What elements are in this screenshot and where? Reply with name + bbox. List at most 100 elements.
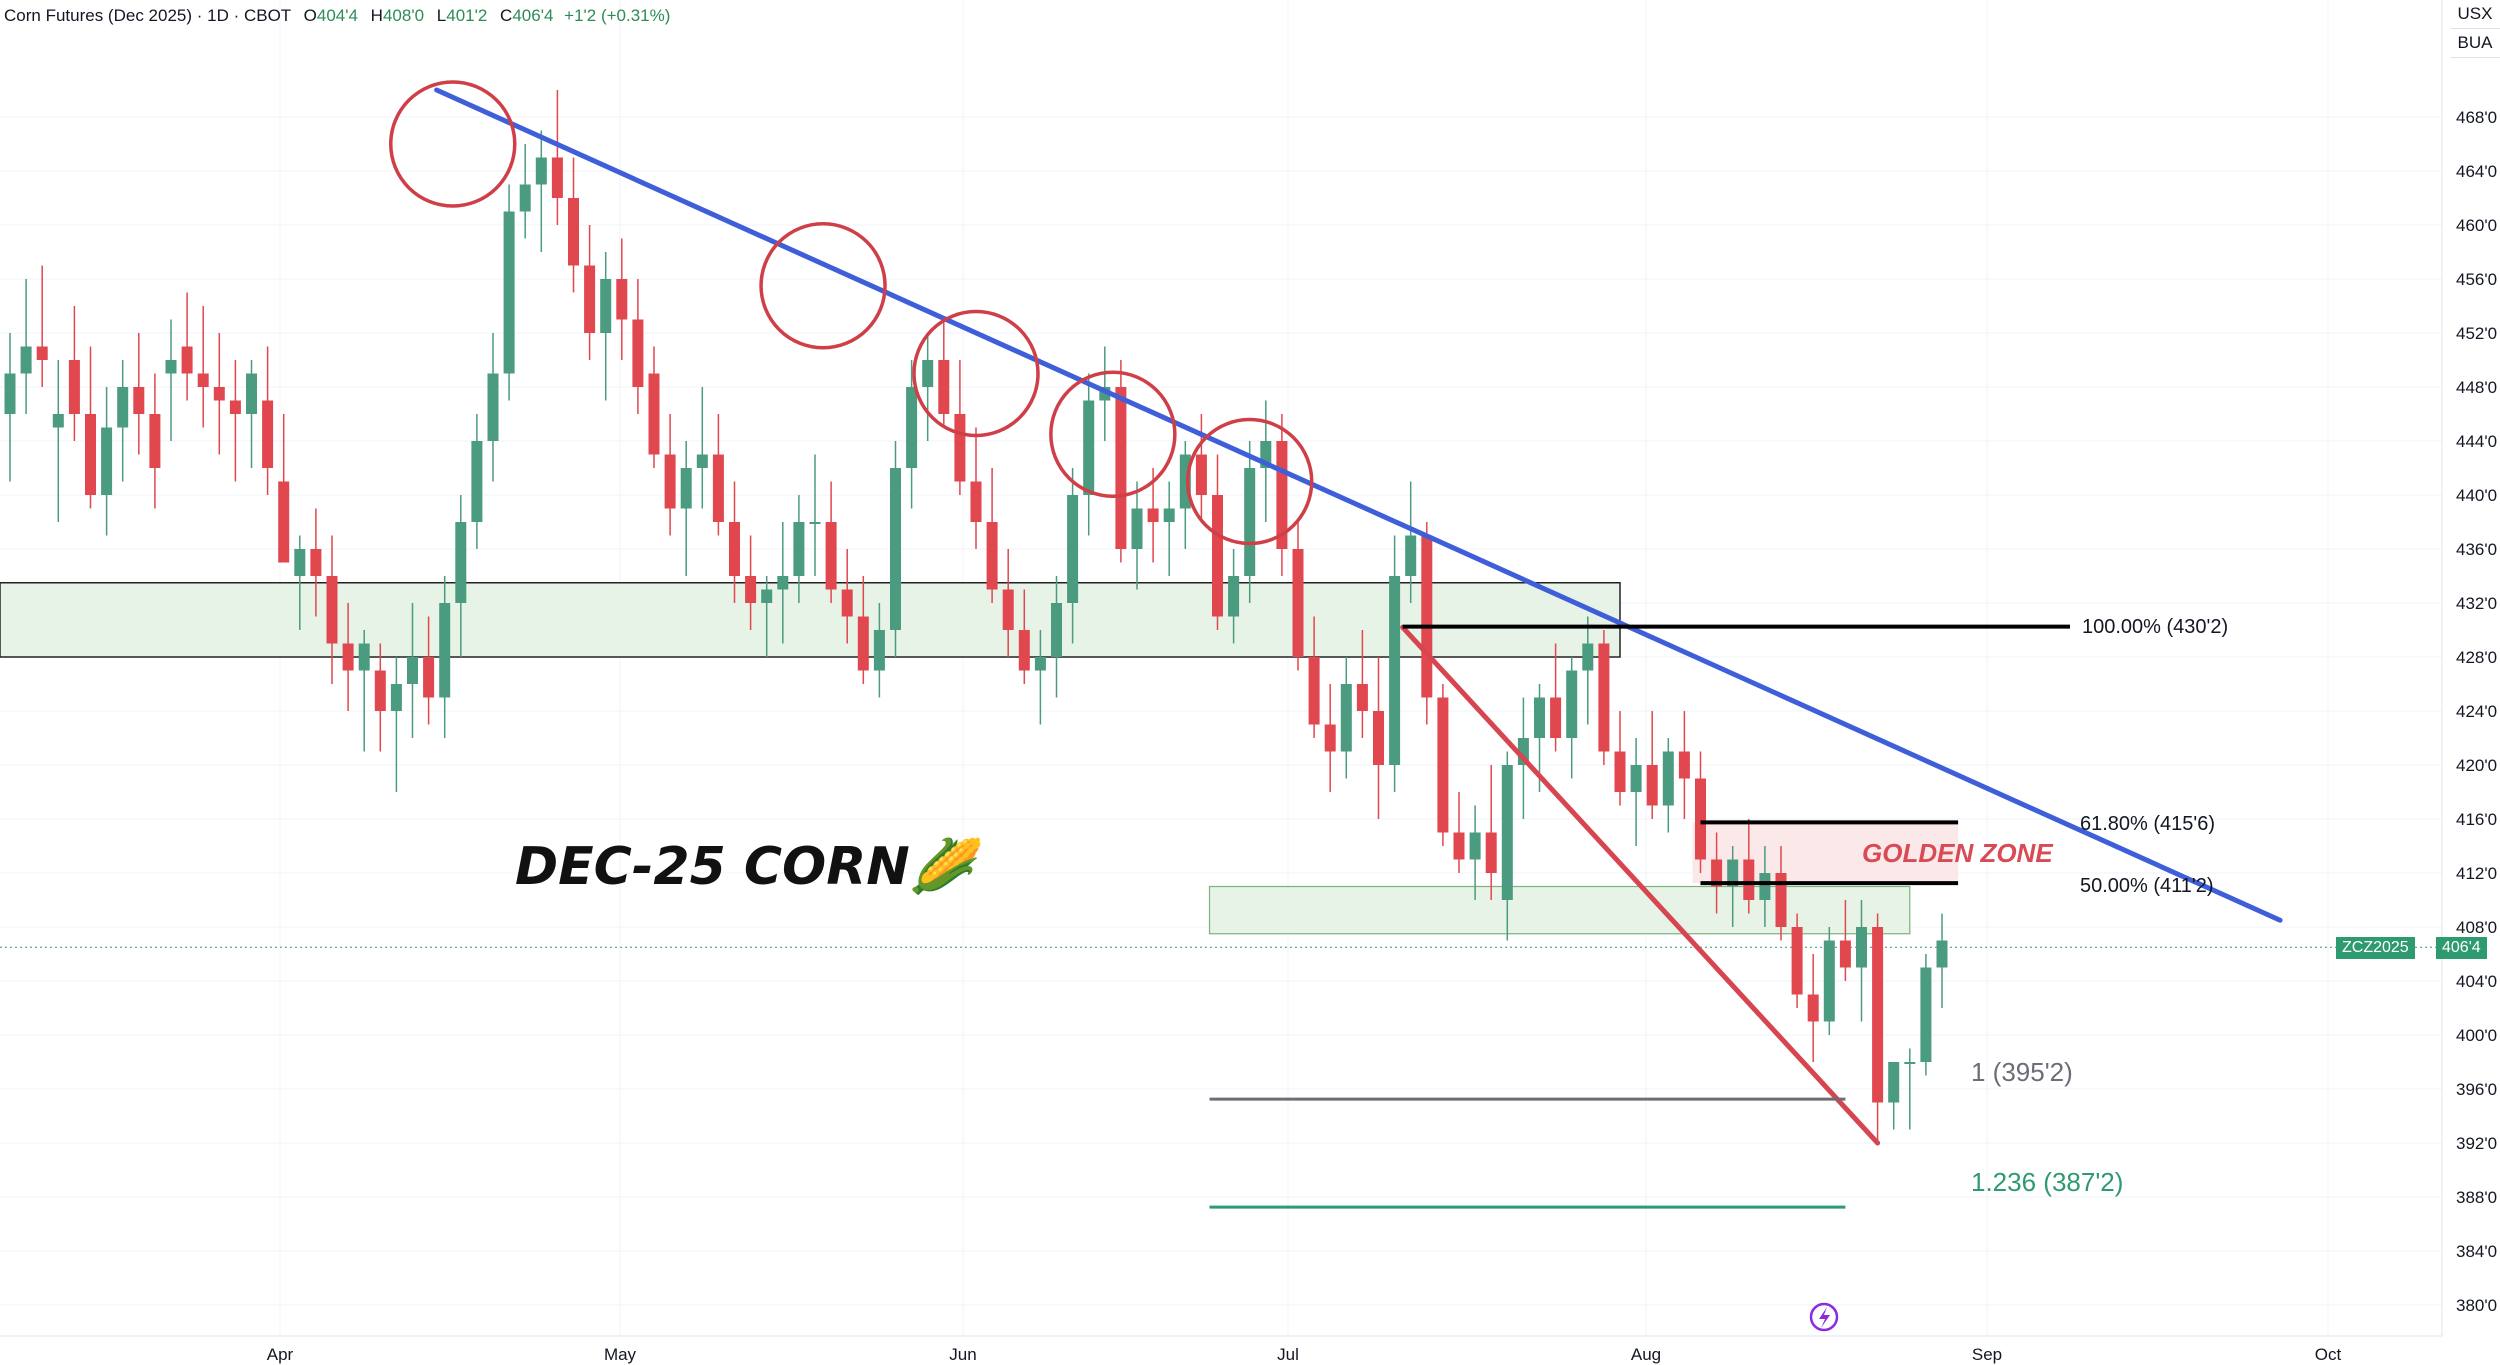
candle-body [890,468,901,630]
close-value: 406'4 [512,6,554,25]
unit-label: BUA [2450,29,2500,58]
candle-body [1743,859,1755,900]
unit-box[interactable]: USX BUA [2450,0,2500,58]
y-tick-label: 460'0 [2456,216,2497,235]
candle-body [487,373,499,441]
ext-1-label: 1 (395'2) [1971,1057,2073,1087]
highlight-circle [389,80,517,208]
candle-body [1727,859,1739,887]
candle-body [1550,697,1562,738]
candle-body [471,441,483,522]
candle-body [745,576,757,603]
candle-body [1936,940,1948,968]
candle-body [1034,657,1046,671]
candle-body [1839,940,1851,968]
candle-body [1147,508,1159,522]
zones [0,582,2442,948]
candle-body [165,360,177,374]
support-zone [1208,885,1911,935]
x-tick-label: Aug [1631,1345,1661,1364]
chart-annotation-title: DEC-25 CORN🌽 [515,837,975,897]
candle-body [1340,684,1352,752]
y-tick-label: 428'0 [2456,648,2497,667]
candle-body [696,454,708,468]
candle-body [246,373,257,414]
candle-body [1646,765,1658,806]
candle-body [1485,832,1497,873]
last-price-tag: 406'4 [2436,937,2487,959]
candle-body [1067,495,1079,603]
symbol-label: Corn Futures (Dec 2025) · 1D · CBOT [4,6,291,25]
candle-body [970,481,982,522]
y-tick-label: 444'0 [2456,432,2497,451]
currency-label: USX [2450,0,2500,29]
y-tick-label: 456'0 [2456,270,2497,289]
x-tick-label: May [604,1345,637,1364]
downtrend-blue [434,87,2283,923]
candle-body [1823,940,1835,1022]
y-tick-label: 400'0 [2456,1026,2497,1045]
y-tick-label: 432'0 [2456,594,2497,613]
y-axis: 468'0 464'0 460'0 456'0 452'0 448'0 444'0 440'0… [2441,0,2497,1336]
candle-body [1260,441,1272,468]
candle-body [407,657,418,684]
y-tick-label: 464'0 [2456,162,2497,181]
candle-body [551,157,563,198]
candle-body [117,387,129,428]
candle-body [1678,751,1690,779]
candle-body [149,414,161,468]
candle-body [1389,576,1401,765]
y-tick-label: 392'0 [2456,1134,2497,1153]
candle-body [36,346,48,360]
low-value: 401'2 [446,6,488,25]
candle-body [374,670,386,711]
candle-body [857,616,869,671]
candle-body [1437,697,1449,833]
y-tick-label: 412'0 [2456,864,2497,883]
candle-body [326,576,338,644]
candle-body [664,454,676,509]
candle-body [133,387,145,414]
candle-body [1228,576,1240,617]
x-tick-label: Oct [2315,1345,2342,1364]
candle-body [85,414,96,495]
candle-body [1421,535,1433,698]
candle-body [1791,927,1803,995]
candle-body [423,657,435,698]
candle-body [632,319,644,387]
grid-lines [0,0,2442,1336]
candle-body [4,373,16,414]
x-tick-label: Apr [267,1345,294,1364]
candle-body [294,549,306,576]
golden-zone-label: GOLDEN ZONE [1862,838,2053,868]
y-tick-label: 388'0 [2456,1188,2497,1207]
y-tick-label: 440'0 [2456,486,2497,505]
candle-body [1775,873,1787,927]
lightning-icon[interactable] [1809,1302,1839,1332]
candle-body [1598,643,1610,752]
drawn-lines [434,87,2283,1209]
candle-body [310,549,322,576]
candle-body [52,414,64,428]
highlight-circle [1185,417,1314,546]
candle-body [809,522,821,524]
candle-body [1630,765,1642,792]
y-tick-label: 408'0 [2456,918,2497,937]
candle-body [729,522,740,576]
candle-body [873,630,885,671]
candle-body [793,522,805,576]
candle-body [938,360,950,414]
candle-body [1179,454,1191,509]
candle-body [1115,387,1127,549]
candle-body [68,360,80,414]
candle-body [342,643,354,671]
candle-body [825,522,837,590]
candle-body [1856,927,1867,968]
y-tick-label: 436'0 [2456,540,2497,559]
candle-body [680,468,692,509]
candle-body [213,387,225,401]
x-tick-label: Sep [1972,1345,2002,1364]
candle-body [1662,751,1674,806]
candle-body [1469,832,1481,860]
